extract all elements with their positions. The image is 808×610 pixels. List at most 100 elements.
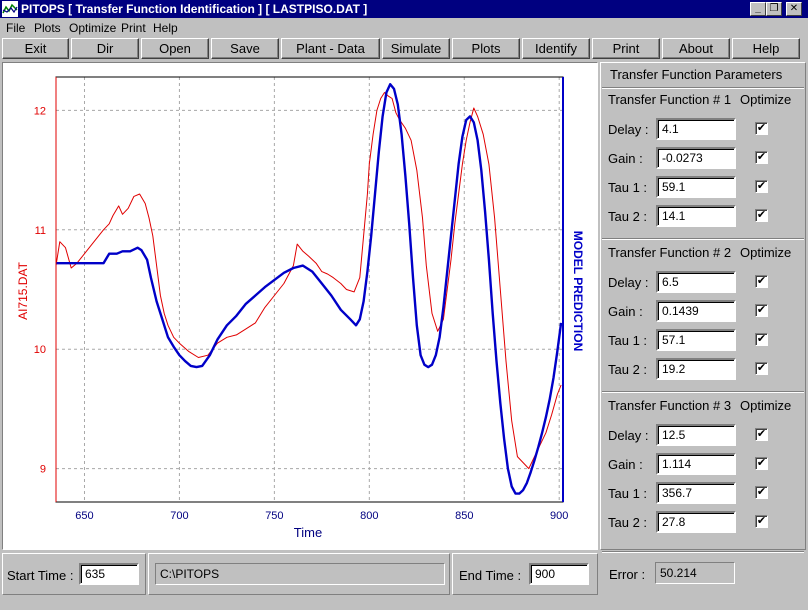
start-time-panel: Start Time : 635 [2,553,146,595]
tf-1-tau1-optimize-checkbox[interactable]: ✔ [755,180,768,193]
tf-2-tau2-input[interactable]: 19.2 [656,358,736,380]
x-tick-label: 900 [550,510,568,522]
tf-1-tau1-label: Tau 1 : [608,180,648,195]
restore-button[interactable]: ❐ [766,2,782,16]
chart: 650 700 750 800 850 900 9 10 11 12 Time AI715.DAT… [16,76,585,540]
x-tick-label: 700 [170,510,188,522]
tf-2-gain-optimize-checkbox[interactable]: ✔ [755,304,768,317]
separator [602,551,804,553]
plot-area [55,76,564,503]
menu-optimize[interactable]: Optimize [69,21,117,35]
x-tick-label: 750 [265,510,283,522]
tf-1-header: Transfer Function # 1 [608,92,732,107]
tf-1-tau2-input[interactable]: 14.1 [656,205,736,227]
close-icon: ✕ [789,3,799,14]
check-icon: ✔ [756,457,767,469]
tf-1-delay-input[interactable]: 4.1 [656,118,736,140]
tf-3-delay-input[interactable]: 12.5 [656,424,736,446]
tf-2-header: Transfer Function # 2 [608,245,732,260]
tf-3-header: Transfer Function # 3 [608,398,732,413]
save-button[interactable]: Save [211,38,279,59]
error-value: 50.214 [655,562,735,584]
check-icon: ✔ [756,333,767,345]
tf-3-tau2-input[interactable]: 27.8 [656,511,736,533]
open-button[interactable]: Open [141,38,209,59]
about-button[interactable]: About [662,38,730,59]
x-axis-label: Time [294,525,322,540]
model-prediction-line [56,83,563,495]
y-tick-label: 12 [34,105,46,117]
plant-data-button[interactable]: Plant - Data [281,38,380,59]
tf-3-delay-label: Delay : [608,428,649,443]
end-time-input[interactable]: 900 [529,563,589,585]
check-icon: ✔ [756,428,767,440]
tf-2-tau2-optimize-checkbox[interactable]: ✔ [755,362,768,375]
tf-3-gain-optimize-checkbox[interactable]: ✔ [755,457,768,470]
tf-1-gain-label: Gain : [608,151,643,166]
end-time-panel: End Time : 900 [452,553,598,595]
window-title: PITOPS [ Transfer Function Identificatio… [21,2,368,16]
y-axis-label: AI715.DAT [16,261,30,319]
check-icon: ✔ [756,275,767,287]
help-button[interactable]: Help [732,38,800,59]
tf-3-tau1-optimize-checkbox[interactable]: ✔ [755,486,768,499]
start-time-input[interactable]: 635 [79,563,139,585]
tf-3-tau2-label: Tau 2 : [608,515,648,530]
tf-2-delay-input[interactable]: 6.5 [656,271,736,293]
tf-3-tau2-optimize-checkbox[interactable]: ✔ [755,515,768,528]
plots-button[interactable]: Plots [452,38,520,59]
parameters-panel [600,62,806,550]
exit-button[interactable]: Exit [2,38,69,59]
tf-2-tau1-input[interactable]: 57.1 [656,329,736,351]
tf-2-delay-optimize-checkbox[interactable]: ✔ [755,275,768,288]
restore-icon: ❐ [769,3,779,14]
minimize-button[interactable]: _ [750,2,766,16]
y-tick-label: 10 [34,344,46,356]
tf-2-tau1-optimize-checkbox[interactable]: ✔ [755,333,768,346]
menu-file[interactable]: File [6,21,26,35]
tf-2-optimize-header: Optimize [740,245,792,260]
menu-help[interactable]: Help [153,21,178,35]
tf-1-gain-input[interactable]: -0.0273 [656,147,736,169]
tf-3-gain-input[interactable]: 1.114 [656,453,736,475]
error-panel: Error : 50.214 [600,553,806,595]
path-panel: C:\PITOPS [148,553,450,595]
title-bar: PITOPS [ Transfer Function Identificatio… [0,0,808,18]
close-button[interactable]: ✕ [786,2,802,16]
check-icon: ✔ [756,515,767,527]
print-button[interactable]: Print [592,38,660,59]
separator [602,391,804,393]
check-icon: ✔ [756,151,767,163]
tf-3-optimize-header: Optimize [740,398,792,413]
tf-1-tau2-optimize-checkbox[interactable]: ✔ [755,209,768,222]
y-tick-label: 9 [40,464,46,476]
tf-3-delay-optimize-checkbox[interactable]: ✔ [755,428,768,441]
menu-plots[interactable]: Plots [34,21,61,35]
separator [602,87,804,89]
tf-3-tau1-input[interactable]: 356.7 [656,482,736,504]
tf-1-delay-label: Delay : [608,122,649,137]
check-icon: ✔ [756,486,767,498]
tf-1-tau1-input[interactable]: 59.1 [656,176,736,198]
tf-1-gain-optimize-checkbox[interactable]: ✔ [755,151,768,164]
separator [602,238,804,240]
minimize-icon: _ [755,3,761,14]
check-icon: ✔ [756,304,767,316]
end-time-label: End Time : [459,568,522,583]
error-label: Error : [609,567,646,582]
check-icon: ✔ [756,180,767,192]
y2-axis-label: MODEL PREDICTION [571,231,585,351]
tf-1-delay-optimize-checkbox[interactable]: ✔ [755,122,768,135]
menu-print[interactable]: Print [121,21,146,35]
tf-1-optimize-header: Optimize [740,92,792,107]
check-icon: ✔ [756,362,767,374]
x-tick-label: 650 [75,510,93,522]
menu-bar: File Plots Optimize Print Help [0,18,808,37]
chart-app-icon[interactable] [2,1,18,17]
simulate-button[interactable]: Simulate [382,38,450,59]
x-tick-label: 800 [360,510,378,522]
identify-button[interactable]: Identify [522,38,590,59]
tf-2-gain-input[interactable]: 0.1439 [656,300,736,322]
dir-button[interactable]: Dir [71,38,139,59]
tf-2-tau2-label: Tau 2 : [608,362,648,377]
